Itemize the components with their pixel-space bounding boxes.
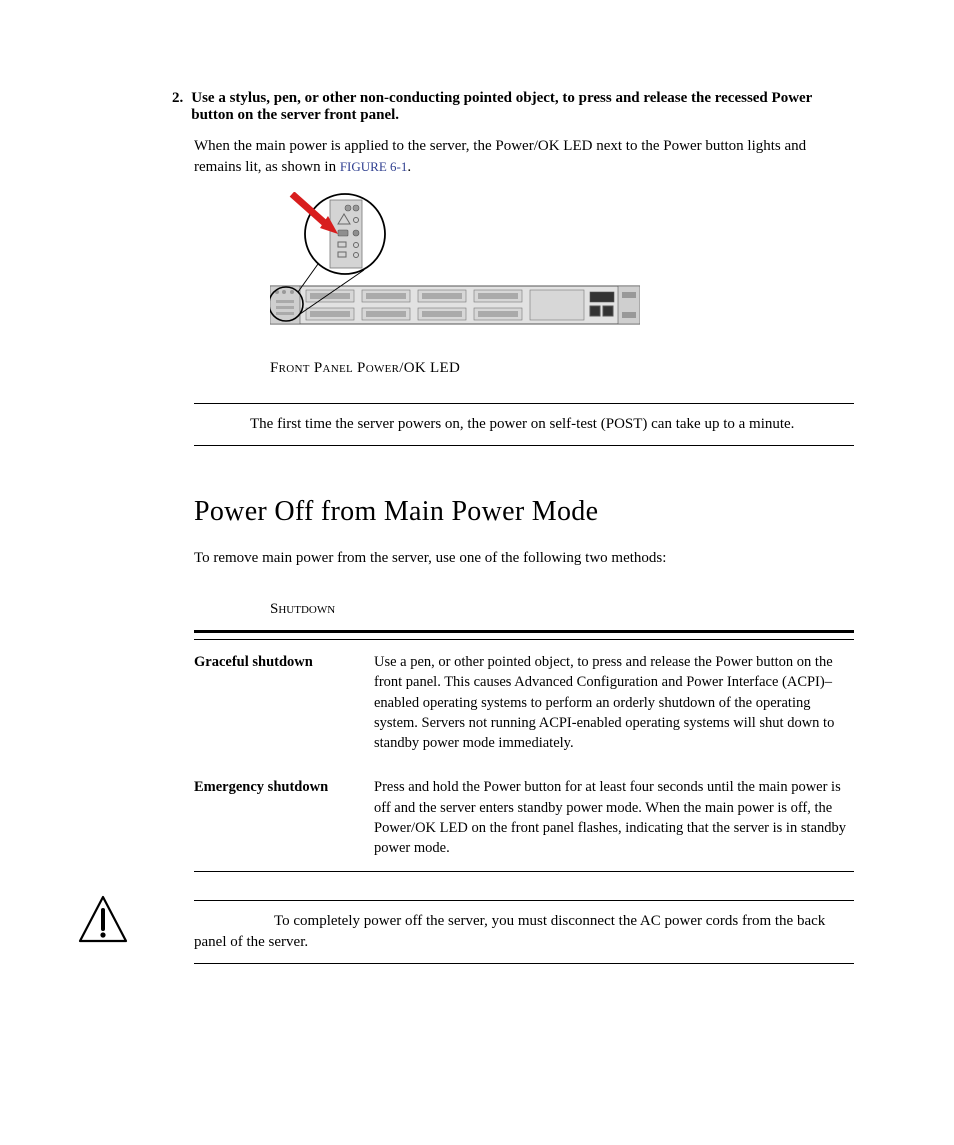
table-row: Emergency shutdown Press and hold the Po… [194,765,854,871]
table-caption: Shutdown [270,601,854,618]
figure-link[interactable]: FIGURE 6-1 [340,159,408,174]
caution-text: To completely power off the server, you … [194,911,854,953]
section-heading: Power Off from Main Power Mode [194,496,854,528]
note-text: The first time the server powers on, the… [194,414,854,435]
body-prefix: When the main power is applied to the se… [194,138,806,175]
caution-icon [78,895,128,945]
row-text: Press and hold the Power button for at l… [374,765,854,871]
step-instruction: Use a stylus, pen, or other non-conducti… [191,90,854,124]
shutdown-table: Graceful shutdown Use a pen, or other po… [194,630,854,872]
server-diagram [270,192,854,338]
step-number: 2. [172,90,183,124]
intro-para: To remove main power from the server, us… [194,548,854,569]
body-suffix: . [407,159,411,175]
caution-box: To completely power off the server, you … [194,900,854,964]
step2-body: When the main power is applied to the se… [194,136,854,178]
row-label: Graceful shutdown [194,640,374,766]
note-box: The first time the server powers on, the… [194,403,854,446]
row-text: Use a pen, or other pointed object, to p… [374,640,854,766]
table-row: Graceful shutdown Use a pen, or other po… [194,640,854,766]
row-label: Emergency shutdown [194,765,374,871]
figure-caption: Front Panel Power/OK LED [270,360,854,377]
